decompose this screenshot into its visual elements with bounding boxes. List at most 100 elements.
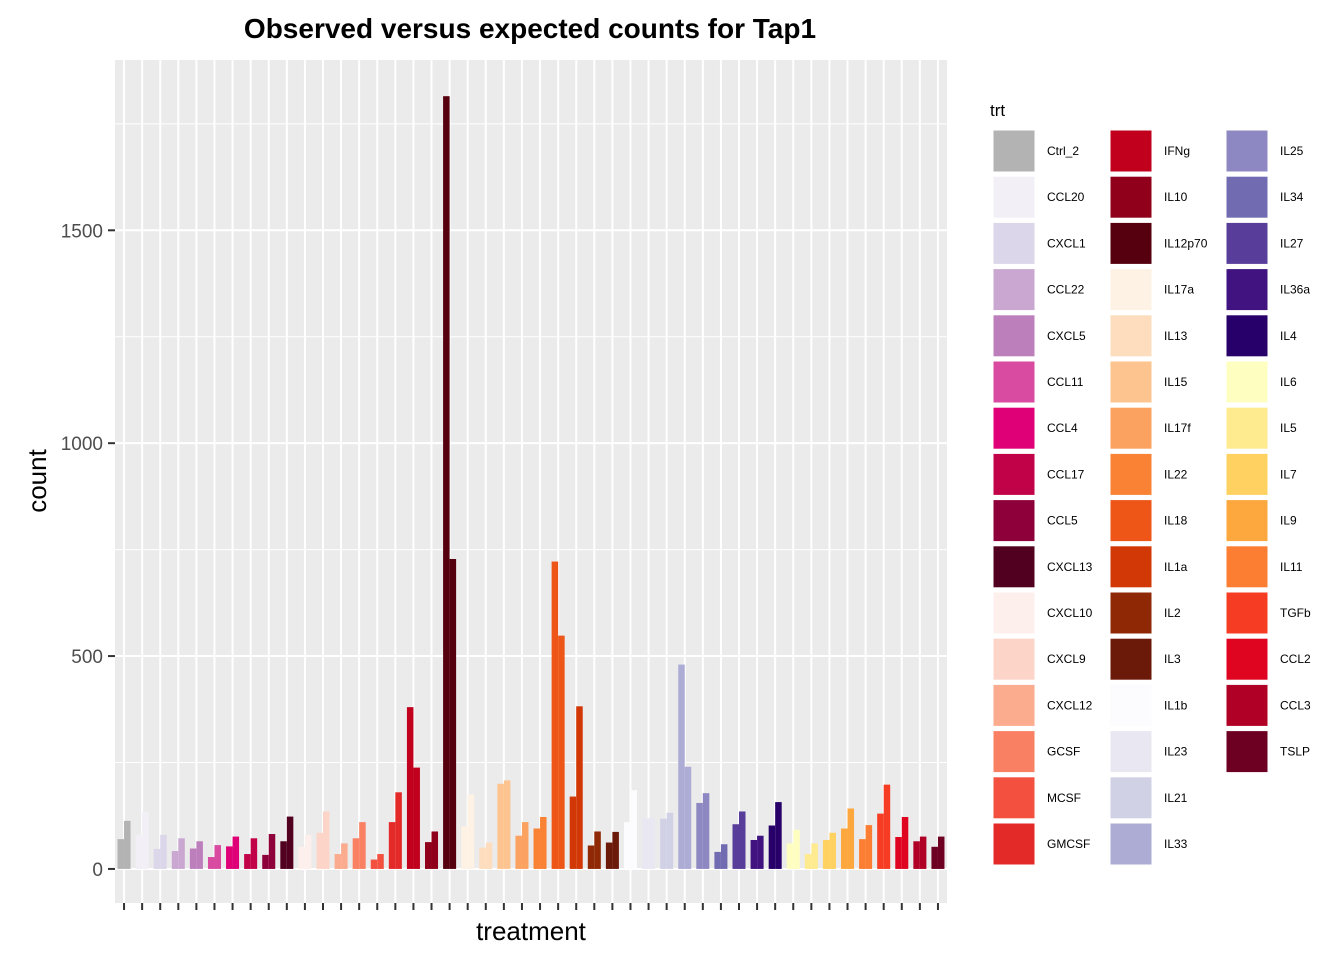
legend-key-CXCL10 — [992, 591, 1036, 635]
legend-label-GCSF: GCSF — [1047, 745, 1080, 759]
bar-IL21-2 — [666, 812, 674, 869]
legend-key-CCL11 — [992, 360, 1036, 404]
bar-IL11-2 — [865, 825, 873, 869]
bar-IL12p70-2 — [449, 558, 457, 869]
legend-label-MCSF: MCSF — [1047, 791, 1081, 805]
bar-CXCL12-2 — [341, 843, 348, 869]
bar-TSLP-2 — [937, 836, 945, 869]
bar-IL1a-1 — [569, 796, 577, 869]
legend-label-IL18: IL18 — [1164, 514, 1188, 528]
legend-label-IL17f: IL17f — [1164, 421, 1191, 435]
bar-IL33-1 — [678, 664, 685, 869]
bar-IL18-2 — [558, 635, 565, 869]
legend-label-IFNg: IFNg — [1164, 144, 1190, 158]
legend-label-IL17a: IL17a — [1164, 283, 1194, 297]
bar-IL2-1 — [587, 845, 595, 869]
bar-CCL2-1 — [895, 837, 902, 869]
bar-IL9-1 — [841, 828, 848, 869]
legend-key-IL17a — [1109, 268, 1153, 312]
bar-IL15-2 — [503, 780, 511, 869]
bar-CCL2-2 — [901, 816, 909, 869]
y-tick-label: 0 — [92, 860, 103, 881]
legend-label-CCL22: CCL22 — [1047, 283, 1085, 297]
legend-key-IL1a — [1109, 545, 1153, 589]
bar-CCL20-1 — [135, 834, 143, 869]
bar-GCSF-1 — [352, 838, 360, 869]
bar-Ctrl_2-2 — [124, 820, 131, 869]
legend-label-IL34: IL34 — [1280, 190, 1304, 204]
legend-label-CXCL13: CXCL13 — [1047, 560, 1093, 574]
legend-key-IL34 — [1225, 175, 1269, 219]
legend-label-IL9: IL9 — [1280, 514, 1297, 528]
legend-key-IL22 — [1109, 452, 1153, 496]
bar-CXCL1-2 — [160, 834, 167, 869]
legend-key-IL9 — [1225, 499, 1269, 543]
legend-label-IL10: IL10 — [1164, 190, 1188, 204]
legend-key-IL33 — [1109, 822, 1153, 866]
legend-label-IL23: IL23 — [1164, 745, 1188, 759]
legend-title: trt — [990, 101, 1005, 120]
legend-label-IL4: IL4 — [1280, 329, 1297, 343]
legend-label-IL15: IL15 — [1164, 375, 1188, 389]
bar-IL36a-2 — [757, 835, 764, 869]
legend-key-IL3 — [1109, 637, 1153, 681]
bar-CCL5-1 — [262, 854, 269, 869]
y-tick-label: 1500 — [61, 221, 103, 242]
bar-IL18-1 — [551, 561, 559, 869]
bar-CCL5-2 — [268, 834, 276, 869]
bar-IL7-2 — [829, 832, 836, 869]
bar-IL1a-2 — [576, 706, 583, 869]
bar-IL1b-1 — [623, 822, 631, 869]
bar-IL4-1 — [768, 825, 776, 869]
legend-label-CCL11: CCL11 — [1047, 375, 1084, 389]
legend-key-CCL17 — [992, 452, 1036, 496]
bar-CCL17-1 — [244, 854, 251, 869]
bar-IL27-2 — [739, 811, 746, 869]
bar-CCL20-2 — [142, 811, 149, 869]
bar-IL12p70-1 — [443, 96, 450, 869]
bar-IL10-2 — [431, 831, 439, 869]
legend-key-IL12p70 — [1109, 221, 1153, 265]
legend-label-IL1a: IL1a — [1164, 560, 1188, 574]
legend-label-CCL20: CCL20 — [1047, 190, 1085, 204]
legend-label-GMCSF: GMCSF — [1047, 837, 1090, 851]
legend-label-IL7: IL7 — [1280, 467, 1297, 481]
bar-CXCL10-2 — [304, 834, 312, 869]
bar-CCL22-2 — [178, 838, 185, 869]
legend-label-TSLP: TSLP — [1280, 745, 1310, 759]
legend-label-CXCL9: CXCL9 — [1047, 652, 1086, 666]
legend-key-IL15 — [1109, 360, 1153, 404]
bar-IL5-1 — [804, 854, 812, 869]
bar-IL22-1 — [533, 828, 541, 869]
bar-TSLP-1 — [931, 846, 938, 869]
bar-CXCL9-1 — [316, 832, 323, 869]
legend-key-IL2 — [1109, 591, 1153, 635]
legend-label-IL11: IL11 — [1280, 560, 1303, 574]
bar-CCL3-2 — [919, 836, 927, 869]
legend-key-IL10 — [1109, 175, 1153, 219]
legend: trt Ctrl_2 CCL20 CXCL1 CCL22 CXCL5 CCL11 CCL4 C… — [990, 101, 1311, 866]
legend-label-IL13: IL13 — [1164, 329, 1188, 343]
bar-IL4-2 — [775, 802, 782, 869]
bar-IL25-1 — [696, 802, 703, 869]
legend-label-CXCL1: CXCL1 — [1047, 236, 1086, 250]
legend-key-IL21 — [1109, 776, 1153, 820]
bar-GMCSF-2 — [395, 792, 402, 869]
legend-key-IL4 — [1225, 314, 1269, 358]
legend-label-IL21: IL21 — [1164, 791, 1188, 805]
bar-IL17f-1 — [515, 835, 522, 869]
bar-GCSF-2 — [359, 822, 366, 869]
bar-IL10-1 — [425, 842, 432, 869]
legend-key-GMCSF — [992, 822, 1036, 866]
bar-CXCL13-1 — [280, 841, 287, 869]
bar-CCL4-2 — [232, 836, 240, 869]
legend-label-CXCL10: CXCL10 — [1047, 606, 1093, 620]
legend-key-IL25 — [1225, 129, 1269, 173]
bar-IL3-2 — [612, 831, 619, 869]
legend-label-TGFb: TGFb — [1280, 606, 1311, 620]
bar-IL17f-2 — [521, 822, 529, 869]
bar-IL17a-2 — [467, 794, 475, 869]
legend-key-IL5 — [1225, 406, 1269, 450]
bar-IL22-2 — [540, 816, 547, 869]
bar-CXCL5-2 — [196, 841, 203, 869]
